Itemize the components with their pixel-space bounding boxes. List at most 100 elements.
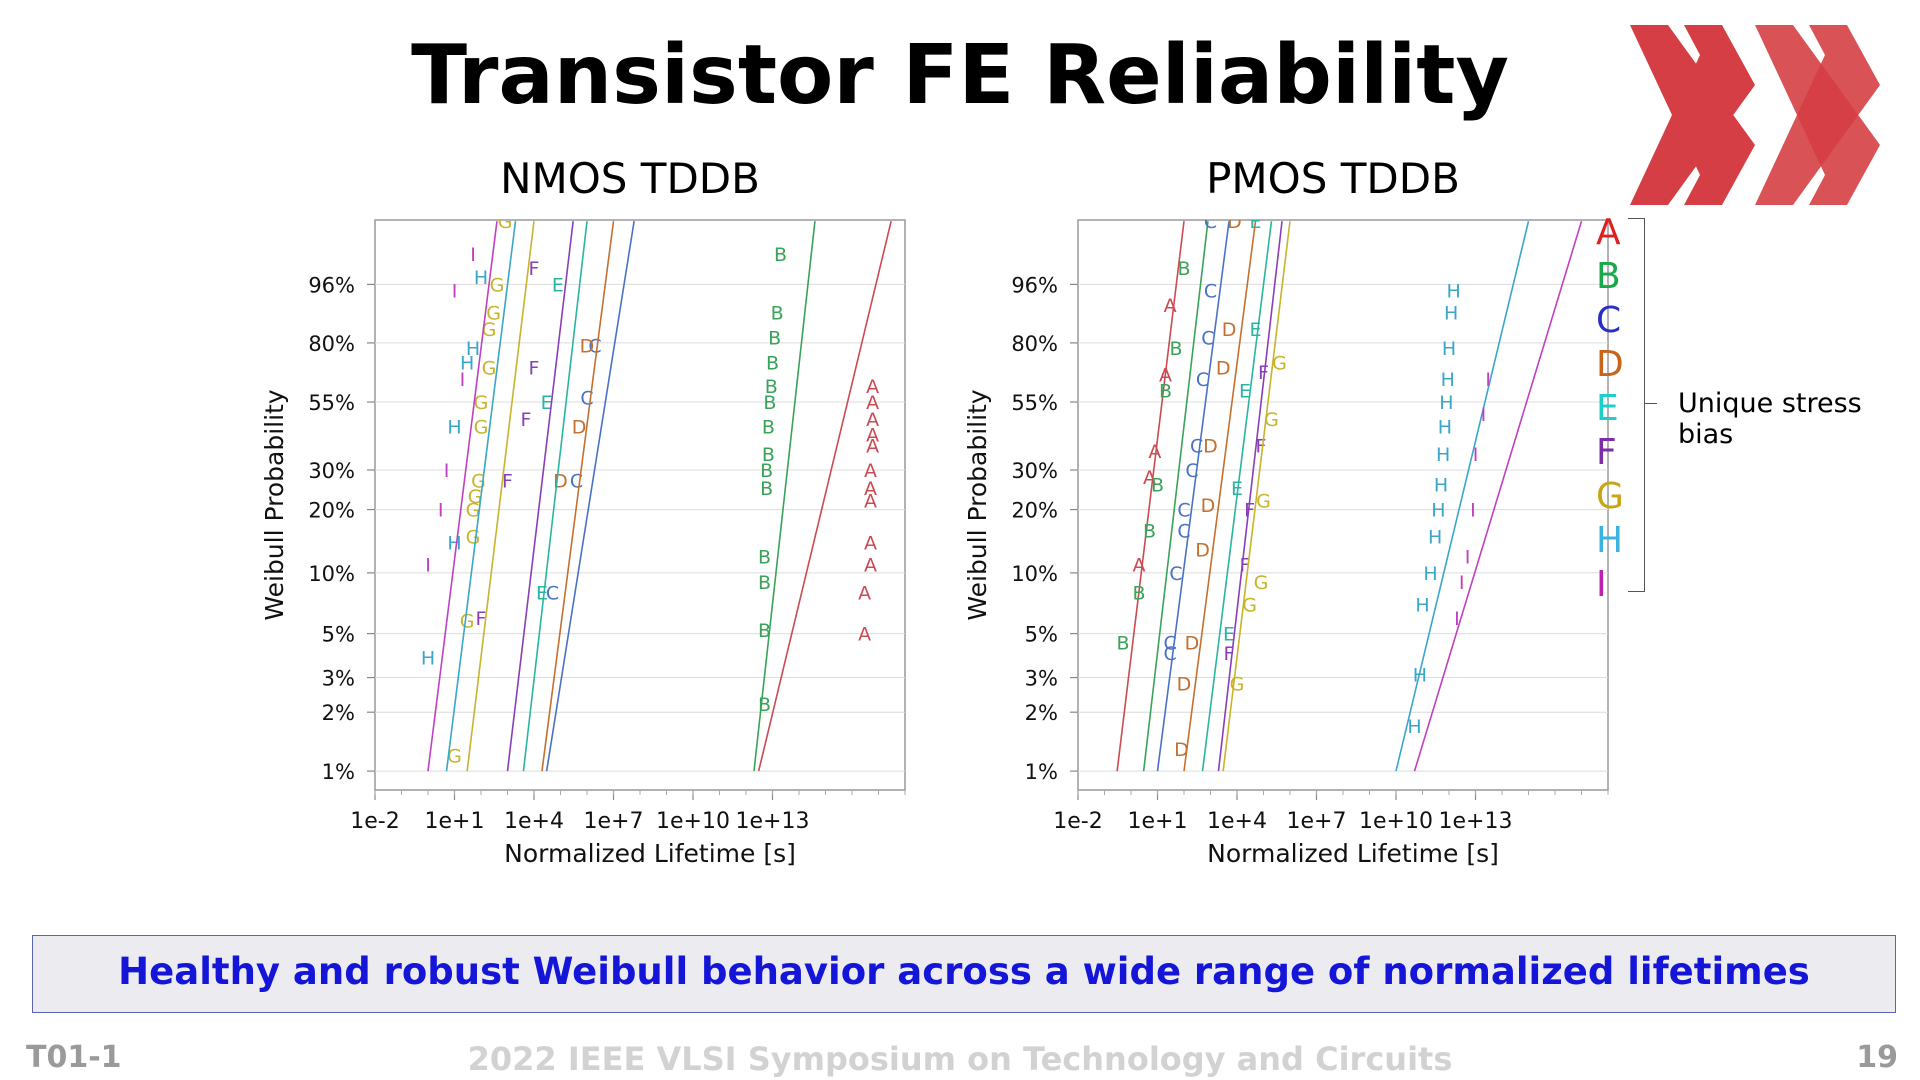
pmos-point-g: G [1264,409,1279,431]
pmos-chart-title: PMOS TDDB [1206,154,1460,203]
pmos-fit-line-g [1222,221,1291,772]
pmos-point-e: E [1239,380,1251,402]
pmos-point-d: D [1203,435,1218,457]
nmos-point-g: G [460,611,475,633]
pmos-point-c: C [1201,328,1214,350]
nmos-point-f: F [529,357,540,379]
nmos-point-h: H [466,338,480,360]
nmos-y-tick-label: 30% [308,459,355,483]
nmos-y-tick-label: 55% [308,391,355,415]
nmos-x-tick-label: 1e-2 [350,809,399,834]
nmos-point-a: A [866,376,879,398]
pmos-chart-svg: PMOS TDDB 1% 2% 3% 5% 10% 20% 30% 55% 80% 96% 1e-2 1… [963,154,1609,868]
pmos-point-h: H [1442,338,1456,360]
pmos-point-d: D [1201,495,1216,517]
pmos-point-h: H [1413,665,1427,687]
pmos-point-f: F [1224,643,1235,665]
pmos-tddb-chart: PMOS TDDB 1% 2% 3% 5% 10% 20% 30% 55% 80% 96% 1e-2 1… [933,154,1653,875]
nmos-y-tick-label: 96% [308,273,355,297]
pmos-fit-line-b [1142,221,1209,772]
pmos-point-c: C [1196,369,1209,391]
pmos-point-h: H [1434,474,1448,496]
nmos-point-i: I [425,554,431,576]
pmos-point-d: D [1222,319,1237,341]
legend-bracket [1628,218,1645,592]
nmos-point-f: F [521,409,532,431]
pmos-y-axis-label: Weibull Probability [963,389,992,620]
nmos-point-g: G [468,486,483,508]
legend-label-i: I [1596,564,1607,605]
nmos-point-b: B [760,460,773,482]
nmos-fit-line-a [757,220,892,772]
legend-label-h: H [1596,520,1624,561]
pmos-point-f: F [1258,362,1269,384]
nmos-y-tick-label: 20% [308,499,355,523]
nmos-fit-line-b [753,221,816,772]
footer-page-number: 19 [1856,1040,1898,1075]
nmos-y-tick-label: 1% [322,760,355,784]
pmos-point-h: H [1423,563,1437,585]
pmos-y-tick-label: 96% [1011,273,1058,297]
slide-title: Transistor FE Reliability [411,28,1509,123]
nmos-point-b: B [768,328,781,350]
pmos-x-tick-label: 1e-2 [1053,809,1102,834]
nmos-point-c: C [546,583,559,605]
nmos-point-a: A [866,435,879,457]
pmos-point-a: A [1159,364,1172,386]
nmos-x-tick-label: 1e+4 [504,809,564,834]
pmos-point-d: D [1216,357,1231,379]
nmos-point-d: D [572,416,587,438]
nmos-y-tick-label: 10% [308,562,355,586]
pmos-point-i: I [1481,404,1487,426]
nmos-fit-line-c [545,221,635,772]
pmos-point-c: C [1164,643,1177,665]
pmos-point-b: B [1151,474,1164,496]
nmos-fit-line-f [506,221,574,772]
nmos-point-e: E [536,583,548,605]
nmos-x-tick-label: 1e+1 [425,809,485,834]
nmos-fit-line-h [445,221,517,772]
pmos-point-d: D [1177,673,1192,695]
nmos-point-g: G [474,416,489,438]
pmos-point-b: B [1143,520,1156,542]
nmos-y-tick-label: 2% [322,701,355,725]
pmos-point-c: C [1169,563,1182,585]
nmos-point-g: G [482,319,497,341]
nmos-point-b: B [762,416,775,438]
pmos-point-h: H [1441,369,1455,391]
nmos-fit-line-d [541,221,615,772]
nmos-point-b: B [758,620,771,642]
pmos-point-c: C [1204,211,1217,233]
pmos-point-i: I [1470,500,1476,522]
pmos-point-h: H [1431,500,1445,522]
nmos-y-tick-label: 5% [322,623,355,647]
pmos-point-a: A [1143,467,1156,489]
pmos-point-g: G [1242,594,1257,616]
nmos-point-a: A [864,490,877,512]
nmos-point-g: G [474,392,489,414]
nmos-chart-title: NMOS TDDB [500,154,760,203]
nmos-point-i: I [444,460,450,482]
pmos-y-tick-label: 30% [1011,459,1058,483]
nmos-point-e: E [541,392,553,414]
nmos-point-b: B [774,244,787,266]
pmos-y-tick-label: 20% [1011,499,1058,523]
pmos-point-g: G [1230,673,1245,695]
nmos-point-b: B [758,572,771,594]
nmos-point-g: G [498,211,513,233]
pmos-y-tick-label: 5% [1025,623,1058,647]
pmos-point-h: H [1428,526,1442,548]
pmos-point-i: I [1459,572,1465,594]
pmos-point-b: B [1169,338,1182,360]
nmos-point-h: H [421,647,435,669]
pmos-point-f: F [1255,435,1266,457]
pmos-point-h: H [1447,280,1461,302]
pmos-x-tick-label: 1e+7 [1287,809,1347,834]
pmos-x-tick-label: 1e+13 [1439,809,1513,834]
nmos-tddb-chart: NMOS TDDB 1% 2% 3% 5% 10% 20% 30% 55% 80% 96% 1e-2 1… [230,154,950,875]
stress-bias-legend: A B C D E F G H I [1596,212,1656,605]
pmos-point-b: B [1132,583,1145,605]
nmos-point-g: G [490,274,505,296]
pmos-point-a: A [1164,295,1177,317]
pmos-fit-line-a [1116,221,1185,772]
